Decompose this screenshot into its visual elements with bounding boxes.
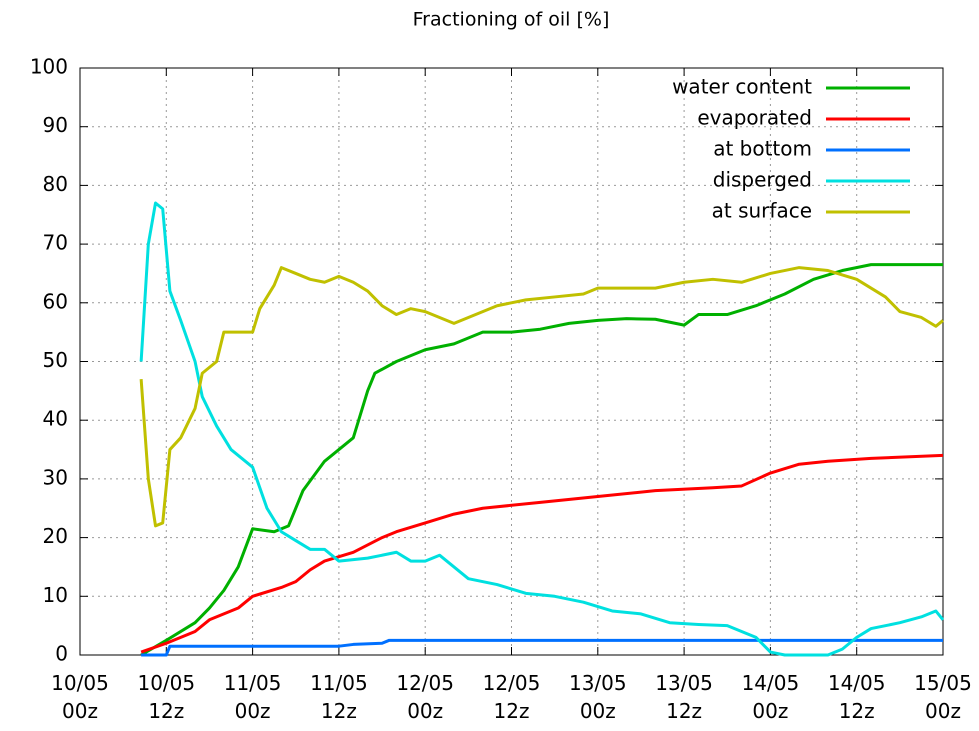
y-tick-label: 60 (43, 289, 68, 313)
legend-label: at bottom (713, 137, 812, 161)
series-line (140, 263, 943, 657)
x-tick-label: 15/05 00z (914, 671, 972, 723)
y-tick-label: 90 (43, 113, 68, 137)
plot-border (79, 67, 944, 656)
y-tick-label: 10 (43, 583, 68, 607)
series-line (139, 201, 945, 657)
x-tick-label: 12/05 00z (396, 671, 454, 723)
x-tick-label: 13/05 12z (655, 671, 713, 723)
x-tick-label: 11/05 12z (310, 671, 368, 723)
x-tick-label: 10/05 12z (137, 671, 196, 723)
x-tick-label: 11/05 00z (223, 671, 282, 723)
series-line (139, 266, 944, 528)
y-tick-label: 30 (43, 465, 68, 489)
series-line (140, 453, 944, 654)
chart-title: Fractioning of oil [%] (413, 9, 610, 31)
series-line (141, 638, 943, 657)
x-tick-label: 12/05 12z (482, 671, 541, 723)
y-tick-label: 70 (43, 231, 68, 255)
y-tick-label: 80 (43, 172, 68, 196)
y-tick-label: 40 (43, 407, 68, 431)
y-tick-label: 100 (30, 55, 68, 79)
legend-label: water content (672, 75, 812, 99)
y-tick-label: 50 (43, 348, 68, 372)
legend-label: disperged (713, 168, 812, 192)
legend-label: evaporated (697, 106, 812, 130)
x-tick-label: 10/05 00z (51, 671, 109, 723)
x-tick-label: 13/05 00z (568, 671, 627, 723)
y-tick-label: 0 (55, 642, 68, 666)
x-tick-label: 14/05 12z (827, 671, 886, 723)
x-tick-label: 14/05 00z (741, 671, 800, 723)
legend-label: at surface (712, 199, 812, 223)
y-tick-label: 20 (43, 524, 68, 548)
